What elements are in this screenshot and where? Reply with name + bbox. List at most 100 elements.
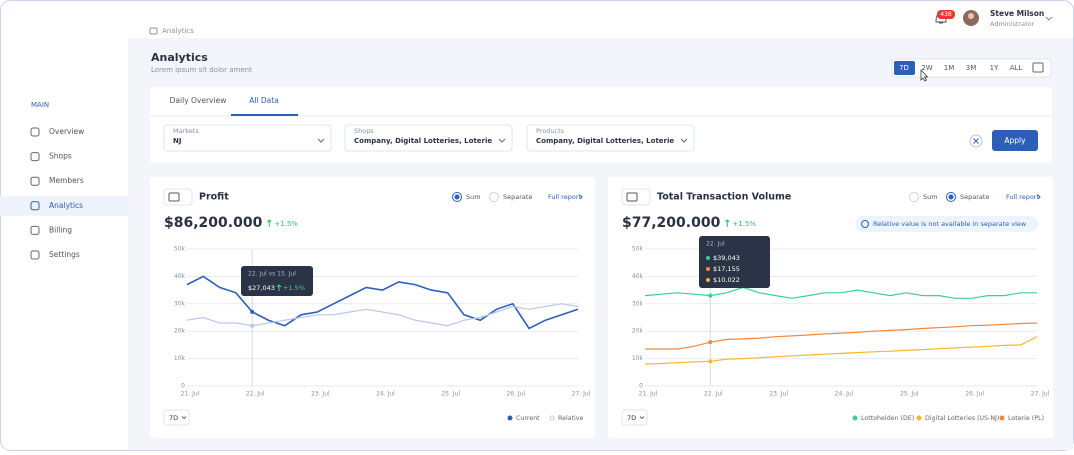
- tabs: Daily Overview All Data: [170, 96, 298, 116]
- legend-marker: [549, 415, 555, 421]
- legend-label: Lottohelden (DE): [861, 415, 914, 422]
- sidebar-item[interactable]: Members: [49, 176, 84, 185]
- user-name: Steve Milson: [990, 9, 1044, 18]
- change-value: +1.5%: [274, 220, 298, 228]
- sidebar-item[interactable]: Settings: [49, 250, 80, 259]
- range-option[interactable]: 1M: [944, 64, 955, 72]
- full-report-chevron: [579, 194, 583, 200]
- y-tick-label: 50k: [632, 246, 644, 253]
- change-arrow: [724, 219, 730, 227]
- legend-marker: [852, 415, 858, 421]
- full-report[interactable]: Full report: [548, 193, 581, 201]
- change-arrow: [266, 219, 272, 227]
- tab[interactable]: Daily Overview: [170, 96, 227, 105]
- sidebar-item[interactable]: Shops: [49, 152, 72, 161]
- filter-box[interactable]: [526, 124, 695, 152]
- chart-title: Total Transaction Volume: [657, 192, 791, 203]
- tab[interactable]: All Data: [249, 96, 279, 105]
- sidebar-section: MAIN: [31, 101, 49, 109]
- legend-marker: [999, 415, 1005, 421]
- sidebar-active: [0, 195, 128, 216]
- breadcrumb-icon: [149, 27, 158, 35]
- tooltip-title: 22. Jul: [706, 241, 725, 248]
- sidebar-icon: [30, 201, 40, 211]
- apply-button[interactable]: [992, 130, 1038, 151]
- chart-type-select[interactable]: [621, 188, 651, 206]
- clear-icon: [973, 138, 979, 144]
- legend-label: Digital Lotteries (US-NJ): [925, 415, 999, 422]
- sidebar-icon: [30, 127, 40, 137]
- legend-marker: [507, 415, 513, 421]
- clear-filters[interactable]: [969, 134, 983, 148]
- sidebar-item[interactable]: Billing: [49, 225, 72, 234]
- radio-label: Separate: [503, 193, 532, 201]
- avatar-face: [968, 13, 974, 19]
- page-subtitle: Lorem ipsum sit dolor ament: [151, 66, 252, 74]
- tooltip-title: 22. Jul vs 15. Jul: [248, 271, 296, 278]
- hover-point: [708, 359, 713, 364]
- radio-dot: [454, 194, 460, 200]
- tooltip: [699, 236, 770, 288]
- x-tick-label: 23. Jul: [769, 391, 788, 398]
- legend-label: Relative: [558, 415, 584, 422]
- x-tick-label: 25. Jul: [900, 391, 919, 398]
- y-tick-label: 20k: [174, 328, 186, 335]
- x-tick-label: 21. Jul: [181, 391, 200, 398]
- x-tick-label: 22. Jul: [704, 391, 723, 398]
- filter-label: Products: [536, 127, 565, 135]
- x-tick-label: 21. Jul: [639, 391, 658, 398]
- x-tick-label: 27. Jul: [1031, 391, 1050, 398]
- chart-type-icon: [626, 192, 638, 202]
- tooltip: [241, 266, 313, 296]
- y-tick-label: 0: [639, 383, 643, 390]
- range-option[interactable]: 2W: [921, 64, 932, 72]
- full-report[interactable]: Full report: [1006, 193, 1039, 201]
- sidebar-icon: [30, 250, 40, 260]
- filter-box[interactable]: [163, 124, 332, 152]
- range-active: [894, 61, 915, 75]
- tooltip-dot: [706, 278, 710, 282]
- range-option[interactable]: 1Y: [990, 64, 999, 72]
- notification-badge: [937, 10, 955, 19]
- x-tick-label: 26. Jul: [506, 391, 525, 398]
- user-role: Administrator: [990, 20, 1035, 28]
- radio[interactable]: [909, 192, 919, 202]
- range-option[interactable]: ALL: [1010, 64, 1023, 72]
- calendar-icon[interactable]: [1032, 62, 1044, 73]
- tooltip-dot: [706, 256, 710, 260]
- tooltip-entry: $10,022: [713, 276, 740, 284]
- sidebar-item[interactable]: Analytics: [49, 201, 83, 210]
- x-tick-label: 27. Jul: [572, 391, 591, 398]
- radio-label: Sum: [923, 193, 938, 201]
- filter-box[interactable]: [344, 124, 513, 152]
- filters: Markets NJ Shops Company, Digital Lotteries…: [163, 124, 695, 152]
- legend-marker: [916, 415, 922, 421]
- page-title: Analytics: [151, 51, 208, 64]
- sidebar-icon: [30, 225, 40, 235]
- total-value: $86,200.000: [164, 215, 263, 231]
- footer-range[interactable]: [621, 409, 648, 426]
- radio-label: Separate: [960, 193, 989, 201]
- full-report-chevron: [1037, 194, 1041, 200]
- footer-range[interactable]: [163, 409, 190, 426]
- x-tick-label: 26. Jul: [965, 391, 984, 398]
- ranges: 7D 2W 1M 3M 1Y ALL: [894, 61, 1023, 82]
- sidebar-item[interactable]: Overview: [49, 127, 84, 136]
- y-tick-label: 0: [181, 383, 185, 390]
- y-tick-label: 10k: [174, 355, 186, 362]
- chart-title: Profit: [199, 192, 229, 203]
- radio[interactable]: [489, 192, 499, 202]
- breadcrumb: Analytics: [162, 27, 194, 35]
- filter-value: Company, Digital Lotteries, Loterie: [536, 137, 674, 145]
- radio-dot: [948, 194, 954, 200]
- charts: Profit Sum Separate Full report $86,200.000 +…: [150, 177, 1053, 438]
- notice-text: Relative value is not available in separ…: [873, 220, 1027, 228]
- notification-count: 438: [940, 11, 952, 18]
- tooltip-value: $27,043: [248, 284, 275, 292]
- legend-label: Loterie (PL): [1008, 415, 1044, 422]
- chart-type-select[interactable]: [163, 188, 193, 206]
- range-option[interactable]: 7D: [899, 64, 909, 72]
- user-menu-chevron[interactable]: [1045, 16, 1053, 21]
- range-option[interactable]: 3M: [966, 64, 977, 72]
